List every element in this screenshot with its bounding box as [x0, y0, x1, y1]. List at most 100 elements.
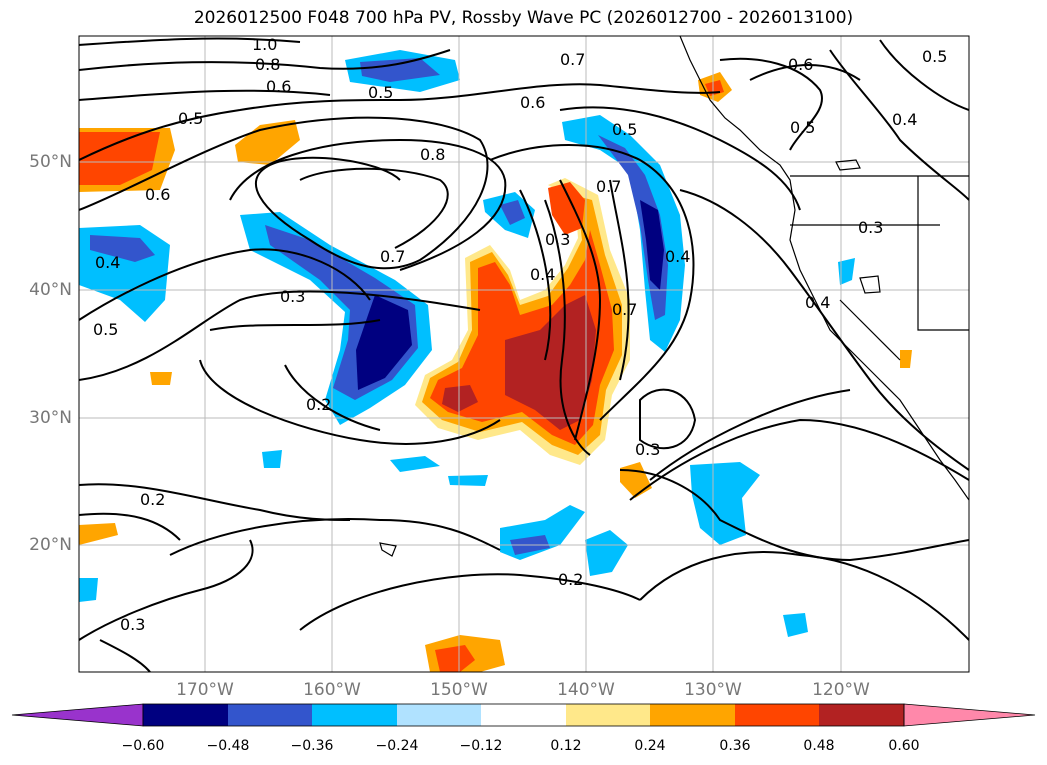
contour-line: [79, 83, 721, 161]
colorbar-tick: −0.60: [121, 738, 165, 754]
contour-label: 0.5: [93, 320, 118, 339]
contour-line: [79, 248, 371, 321]
negative-anomaly: [90, 235, 155, 262]
contour-label: 0.7: [560, 50, 585, 69]
positive-anomaly: [505, 295, 596, 430]
colorbar-extend-low: [11, 703, 144, 727]
contour-line: [199, 359, 501, 445]
map-frame: [78, 35, 970, 673]
contour-line: [169, 518, 501, 556]
contour-line: [79, 539, 254, 641]
lat-label: 40°N: [29, 280, 72, 300]
contour-line: [639, 551, 969, 641]
contour-label: 0.6: [145, 185, 170, 204]
colorbar-swatch: [312, 704, 397, 726]
contour-label: 0.3: [120, 615, 145, 634]
contour-line: [79, 37, 301, 46]
contour-label: 0.6: [788, 55, 813, 74]
contour-label: 0.7: [612, 300, 637, 319]
contour-label: 0.5: [922, 47, 947, 66]
contour-line: [79, 512, 181, 541]
contour-line: [679, 189, 969, 471]
coastline: [379, 36, 969, 557]
contour-label: 0.3: [635, 440, 660, 459]
positive-anomaly: [900, 350, 912, 368]
colorbar-tick: 0.60: [888, 738, 920, 754]
positive-anomaly: [235, 120, 300, 165]
contour-line: [489, 144, 695, 421]
contour-line: [284, 364, 381, 431]
graticule: [79, 36, 969, 672]
colorbar-swatch: [228, 704, 312, 726]
negative-anomaly: [390, 456, 440, 472]
colorbar-tick: −0.36: [290, 738, 334, 754]
border-line: [917, 176, 969, 331]
contour-label: 0.6: [266, 77, 291, 96]
contour-line: [299, 573, 641, 631]
contour-line: [99, 639, 151, 672]
contour-label: 0.5: [612, 120, 637, 139]
colorbar-tick: 0.12: [550, 738, 582, 754]
contour-line: [829, 49, 969, 201]
colorbar-swatch: [481, 704, 566, 726]
border-line: [839, 299, 901, 361]
contour-label: 0.4: [530, 265, 555, 284]
negative-anomaly: [448, 475, 488, 486]
contour-line: [749, 64, 861, 81]
colorbar-swatch: [397, 704, 481, 726]
contour-label: 0.3: [280, 287, 305, 306]
colorbar-swatch: [819, 704, 904, 726]
contour-label: 0.7: [596, 177, 621, 196]
negative-anomaly: [79, 578, 98, 602]
contour-label: 0.5: [790, 118, 815, 137]
contour-label: 0.2: [306, 395, 331, 414]
island: [835, 159, 861, 171]
lon-label: 150°W: [430, 680, 488, 700]
contour-line: [229, 138, 507, 271]
shading-layer: [79, 50, 912, 672]
contour-line: [544, 199, 591, 456]
contour-label: 0.4: [95, 253, 120, 272]
lon-label: 160°W: [303, 680, 361, 700]
lon-label: 140°W: [557, 680, 615, 700]
positive-anomaly: [548, 182, 585, 235]
contour-label: 1.0: [252, 35, 277, 54]
colorbar: [11, 703, 1036, 727]
contour-labels: 1.0 0.8 0.6 0.5 0.5 0.7 0.6 0.6 0.5 0.5 …: [93, 35, 947, 634]
negative-anomaly: [783, 613, 808, 637]
negative-anomaly: [838, 258, 855, 285]
negative-anomaly: [640, 200, 664, 290]
coastline-path: [679, 36, 969, 501]
colorbar-swatch: [650, 704, 735, 726]
negative-anomaly: [500, 200, 525, 225]
contour-line: [79, 49, 451, 71]
contour-line: [299, 167, 449, 249]
contour-label: 0.6: [520, 93, 545, 112]
lat-label: 30°N: [29, 408, 72, 428]
contour-line: [209, 319, 381, 331]
colorbar-swatch: [143, 704, 228, 726]
contour-line: [879, 39, 969, 111]
positive-anomaly: [150, 372, 172, 385]
colorbar-extend-high: [903, 703, 1036, 727]
contour-line: [639, 388, 697, 450]
contour-line: [559, 106, 801, 211]
contour-line: [519, 189, 552, 361]
colorbar-tick: −0.12: [459, 738, 503, 754]
contour-label: 0.3: [545, 230, 570, 249]
island: [379, 542, 397, 557]
colorbar-tick: −0.24: [375, 738, 419, 754]
contour-label: 0.4: [665, 247, 690, 266]
lat-label: 50°N: [29, 152, 72, 172]
negative-anomaly: [356, 295, 412, 390]
colorbar-swatch: [735, 704, 819, 726]
positive-anomaly: [435, 645, 475, 672]
contour-label: 0.4: [892, 110, 917, 129]
lon-label: 170°W: [176, 680, 234, 700]
negative-anomaly: [262, 450, 282, 468]
contour-line: [629, 418, 969, 501]
lat-label: 20°N: [29, 535, 72, 555]
contour-line: [619, 469, 969, 562]
negative-anomaly: [690, 462, 760, 545]
